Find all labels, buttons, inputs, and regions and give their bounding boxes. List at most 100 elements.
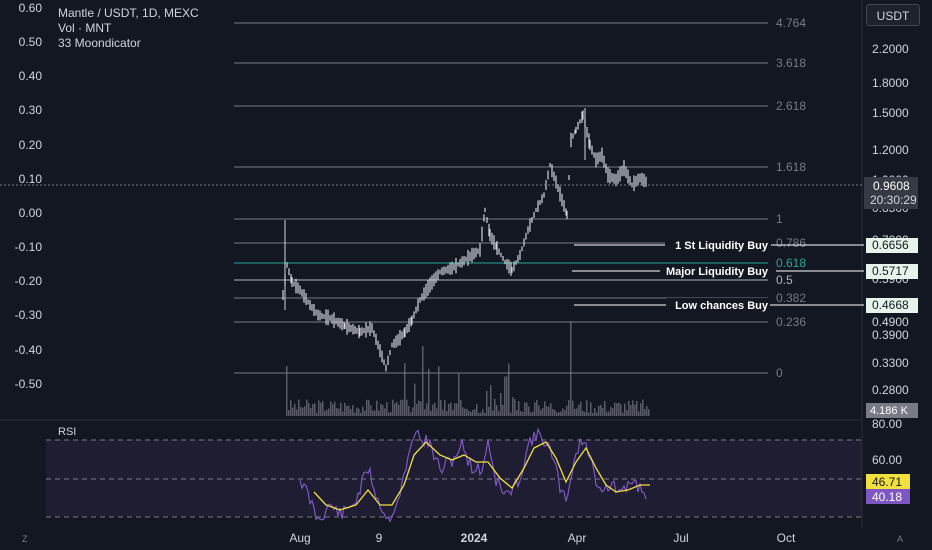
fib-level-label: 1.618 <box>776 160 806 174</box>
volume-bar <box>352 405 354 416</box>
volume-bar <box>350 409 352 416</box>
volume-bar <box>308 402 310 416</box>
volume-bar <box>636 400 638 416</box>
current-price-tag: 0.9608 20:30:29 <box>864 177 918 209</box>
right-axis-label: 0.3900 <box>872 328 909 342</box>
volume-bar <box>450 402 452 416</box>
volume-bar <box>442 409 444 416</box>
rsi-value-tag <box>866 489 910 504</box>
volume-bar <box>288 409 290 416</box>
currency-button[interactable]: USDT <box>866 4 920 26</box>
fibonacci-levels[interactable]: 4.764 3.618 2.618 1.618 1 0.786 0.618 0.5 0.382 0… <box>234 16 806 380</box>
volume-bar <box>414 383 416 416</box>
volume-bar <box>436 408 438 416</box>
volume-bar <box>418 400 420 416</box>
volume-bars <box>286 321 650 416</box>
volume-bar <box>438 366 440 416</box>
right-axis-label: 0.3300 <box>872 356 909 370</box>
volume-bar <box>364 410 366 416</box>
annotation-label: Low chances Buy <box>675 300 769 312</box>
volume-bar <box>386 402 388 416</box>
volume-bar <box>340 402 342 416</box>
rsi-line <box>299 427 647 523</box>
volume-bar <box>598 405 600 416</box>
volume-bar <box>410 412 412 416</box>
rsi-title[interactable]: RSI <box>58 426 77 438</box>
right-axis-label: 1.2000 <box>872 143 909 157</box>
rsi-value: 40.18 <box>872 490 902 504</box>
volume-bar <box>614 402 616 416</box>
right-axis-label: 0.4900 <box>872 315 909 329</box>
volume-bar <box>596 412 598 416</box>
volume-bar <box>580 401 582 416</box>
rsi-pane[interactable]: 80.00 60.00 46.71 40.18 <box>46 417 910 523</box>
right-axis[interactable]: 2.20001.80001.50001.20001.00000.85000.70… <box>872 42 909 397</box>
volume-bar <box>420 401 422 416</box>
volume-bar <box>424 409 426 416</box>
volume-bar <box>528 406 530 416</box>
volume-bar <box>628 400 630 416</box>
volume-bar <box>532 411 534 416</box>
volume-indicator-label[interactable]: Vol · MNT <box>58 21 112 35</box>
annotation-price-tag <box>866 264 918 279</box>
moondicator-label[interactable]: 33 Moondicator <box>58 36 141 50</box>
volume-bar <box>380 403 382 416</box>
left-axis-label: 0.40 <box>19 69 43 83</box>
volume-bar <box>504 376 506 416</box>
volume-bar <box>552 409 554 416</box>
left-axis: 0.60 0.50 0.40 0.30 0.20 0.10 0.00 -0.10 -0.20 -0… <box>15 1 43 391</box>
volume-bar <box>638 411 640 416</box>
volume-bar <box>440 399 442 416</box>
volume-bar <box>496 405 498 416</box>
volume-bar <box>428 368 430 416</box>
annotations[interactable]: 1 St Liquidity Buy 0.6656 Major Liquidity … <box>572 238 918 313</box>
volume-bar <box>618 402 620 416</box>
volume-bar <box>472 410 474 416</box>
volume-bar <box>616 403 618 416</box>
volume-bar <box>320 402 322 416</box>
volume-bar <box>458 373 460 416</box>
volume-bar <box>512 397 514 416</box>
volume-bar <box>610 406 612 416</box>
volume-bar <box>358 408 360 416</box>
fib-level-label: 3.618 <box>776 56 806 70</box>
volume-bar <box>370 405 372 416</box>
time-axis[interactable]: Aug 9 2024 Apr Jul Oct <box>289 531 796 545</box>
volume-bar <box>316 412 318 416</box>
left-axis-label: 0.50 <box>19 35 43 49</box>
volume-bar <box>590 402 592 416</box>
volume-bar <box>322 400 324 416</box>
volume-bar <box>372 410 374 416</box>
timezone-icon[interactable]: Z <box>22 534 28 544</box>
symbol-title[interactable]: Mantle / USDT, 1D, MEXC <box>58 6 199 20</box>
volume-bar <box>644 409 646 416</box>
volume-bar <box>290 399 292 416</box>
volume-bar <box>430 410 432 416</box>
annotation-label: Major Liquidity Buy <box>666 266 769 278</box>
fib-level-label: 0.236 <box>776 315 806 329</box>
volume-bar <box>422 346 424 416</box>
volume-bar <box>404 363 406 416</box>
volume-bar <box>562 408 564 416</box>
volume-bar <box>518 401 520 416</box>
volume-bar <box>576 408 578 416</box>
volume-bar <box>304 406 306 416</box>
volume-bar <box>520 410 522 416</box>
volume-tag: 4.186 K <box>866 403 918 418</box>
volume-bar <box>362 406 364 416</box>
annotation-price: 0.4668 <box>872 298 909 312</box>
volume-bar <box>524 402 526 416</box>
volume-bar <box>330 401 332 416</box>
volume-bar <box>310 407 312 416</box>
auto-scale-icon[interactable]: A <box>897 534 904 544</box>
volume-bar <box>468 410 470 416</box>
time-axis-label: Aug <box>289 531 310 545</box>
time-axis-label: Apr <box>568 531 587 545</box>
volume-bar <box>302 407 304 416</box>
price-series[interactable] <box>282 108 647 372</box>
volume-bar <box>354 412 356 416</box>
right-axis-label: 1.8000 <box>872 76 909 90</box>
volume-bar <box>366 399 368 416</box>
annotation-label-bg <box>665 238 771 252</box>
